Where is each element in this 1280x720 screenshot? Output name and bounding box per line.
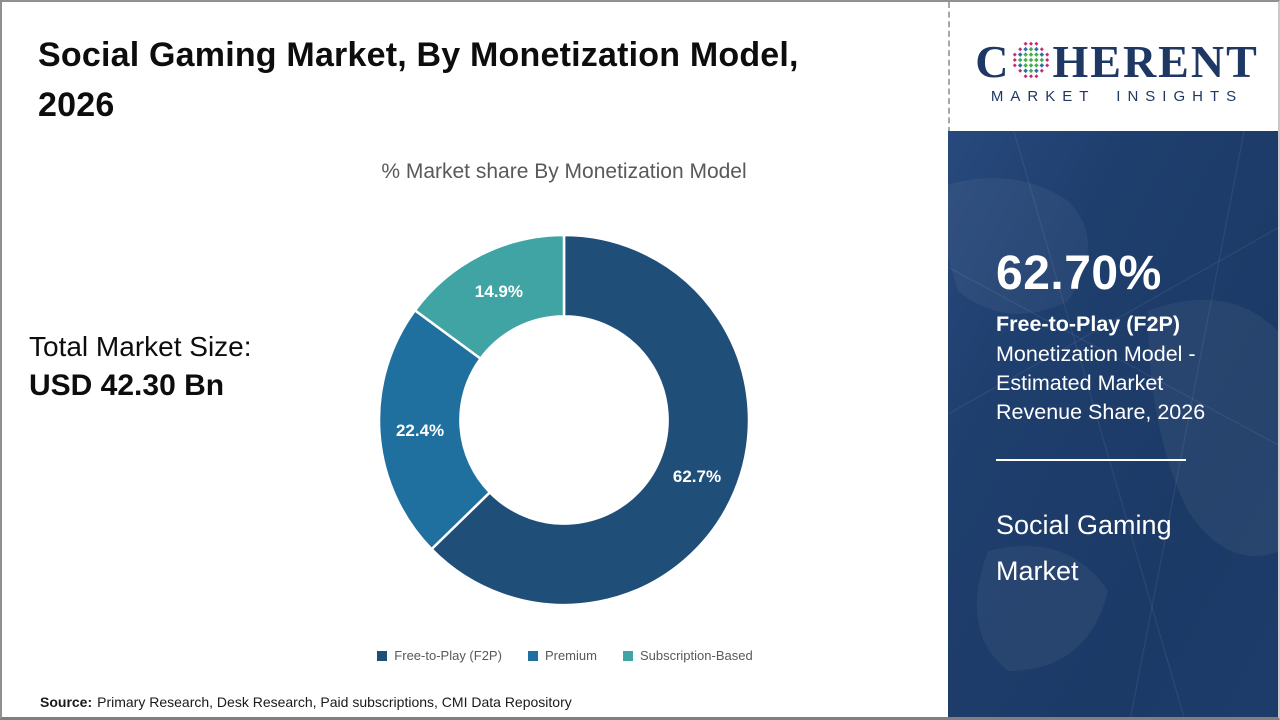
page-title: Social Gaming Market, By Monetization Mo…	[38, 30, 928, 130]
donut-segment-1	[377, 309, 492, 551]
source-text: Primary Research, Desk Research, Paid su…	[97, 694, 572, 710]
donut-segment-2	[413, 233, 566, 360]
chart-legend: Free-to-Play (F2P) Premium Subscription-…	[245, 648, 885, 663]
dashed-divider	[948, 2, 950, 133]
highlight-sidebar: 62.70% Free-to-Play (F2P) Monetization M…	[948, 131, 1278, 717]
legend-swatch-subscription	[622, 650, 633, 661]
legend-label-f2p: Free-to-Play (F2P)	[394, 648, 502, 663]
company-logo: C HERENT MARKET INSIGHTS	[952, 2, 1278, 133]
donut-segment-0	[430, 233, 751, 607]
total-market-size: Total Market Size: USD 42.30 Bn	[29, 328, 252, 406]
sidebar-divider	[996, 459, 1186, 461]
legend-swatch-premium	[527, 650, 538, 661]
logo-letter-c: C	[975, 35, 1011, 87]
source-label: Source:	[40, 694, 93, 710]
donut-chart: 62.7% 22.4% 14.9%	[377, 233, 751, 607]
legend-item-subscription: Subscription-Based	[622, 648, 753, 663]
legend-label-premium: Premium	[544, 648, 597, 663]
stat-value: 62.70%	[996, 247, 1162, 300]
total-market-label: Total Market Size:	[29, 331, 252, 362]
donut-data-label-2: 14.9%	[475, 282, 523, 301]
stat-description: Monetization Model - Estimated Market Re…	[996, 342, 1206, 424]
logo-wordmark: C HERENT	[975, 35, 1259, 87]
page-title-line2: 2026	[38, 86, 115, 124]
page-title-line1: Social Gaming Market, By Monetization Mo…	[38, 36, 799, 74]
chart-title: % Market share By Monetization Model	[381, 160, 747, 183]
sidebar-content: 62.70% Free-to-Play (F2P) Monetization M…	[948, 131, 1278, 594]
logo-tagline: MARKET INSIGHTS	[990, 87, 1244, 105]
logo-letters-rest: HERENT	[1052, 35, 1259, 87]
world-map-pattern	[948, 131, 1278, 717]
donut-data-label-1: 22.4%	[396, 421, 444, 440]
legend-label-subscription: Subscription-Based	[639, 648, 753, 663]
legend-swatch-f2p	[377, 650, 388, 661]
source-line: Source: Primary Research, Desk Research, …	[40, 694, 572, 710]
market-name: Social Gaming Market	[996, 510, 1172, 586]
globe-icon	[1013, 41, 1050, 78]
donut-data-label-0: 62.7%	[673, 467, 721, 486]
legend-item-premium: Premium	[527, 648, 597, 663]
legend-item-f2p: Free-to-Play (F2P)	[377, 648, 502, 663]
stat-title: Free-to-Play (F2P)	[996, 312, 1180, 336]
total-market-value: USD 42.30 Bn	[29, 369, 225, 402]
